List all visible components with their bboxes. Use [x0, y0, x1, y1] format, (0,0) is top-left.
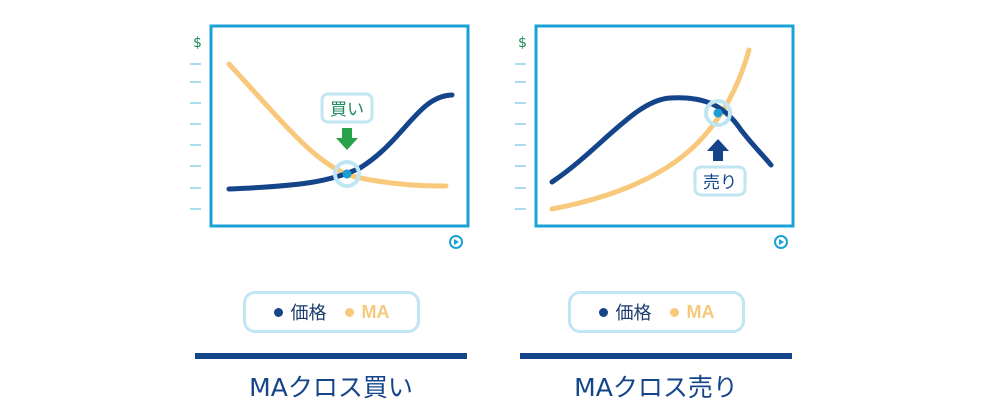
buy-signal-box [320, 92, 374, 124]
ma-line [226, 61, 449, 189]
legend-price: 価格 [273, 299, 327, 325]
sell-caption: MAクロス売り [574, 373, 738, 402]
legend-ma-label: MA [361, 301, 390, 322]
buy-divider [195, 353, 467, 359]
price-dot-icon [598, 307, 608, 317]
sell-signal-box [693, 165, 747, 197]
legend-ma: MA [344, 301, 390, 323]
buy-arrow-icon [336, 128, 358, 150]
legend-price-label: 価格 [290, 303, 327, 324]
buy-chart: $ 買い [190, 24, 470, 249]
play-icon [774, 235, 788, 249]
crossover-point [342, 169, 352, 179]
play-icon [449, 235, 463, 249]
sell-legend: 価格 MA [568, 291, 745, 333]
price-line [226, 92, 455, 192]
sell-panel: $ 売り 価格 [505, 0, 835, 413]
ma-dot-icon [669, 307, 679, 317]
legend-price: 価格 [598, 299, 652, 325]
buy-panel: $ 買い 価格 [180, 0, 510, 413]
crossover-highlight [704, 99, 732, 127]
buy-signal-label: 買い [330, 100, 364, 120]
price-dot-icon [273, 307, 283, 317]
buy-caption: MAクロス買い [249, 373, 413, 402]
chart-frame [209, 24, 470, 228]
ma-dot-icon [344, 307, 354, 317]
y-axis-dollar-label: $ [518, 35, 527, 51]
crossover-highlight [333, 160, 361, 188]
sell-chart: $ 売り [515, 24, 795, 249]
y-axis-dollar-label: $ [193, 35, 202, 51]
sell-signal-label: 売り [703, 173, 737, 193]
legend-price-label: 価格 [615, 303, 652, 324]
sell-divider [520, 353, 792, 359]
y-axis-ticks [515, 63, 526, 210]
price-line [549, 95, 774, 185]
legend-ma-label: MA [686, 301, 715, 322]
chart-frame [534, 24, 795, 228]
buy-legend: 価格 MA [243, 291, 420, 333]
legend-ma: MA [669, 301, 715, 323]
y-axis-ticks [190, 63, 201, 210]
crossover-point [713, 108, 723, 118]
sell-arrow-icon [707, 139, 729, 161]
ma-line [549, 47, 752, 212]
